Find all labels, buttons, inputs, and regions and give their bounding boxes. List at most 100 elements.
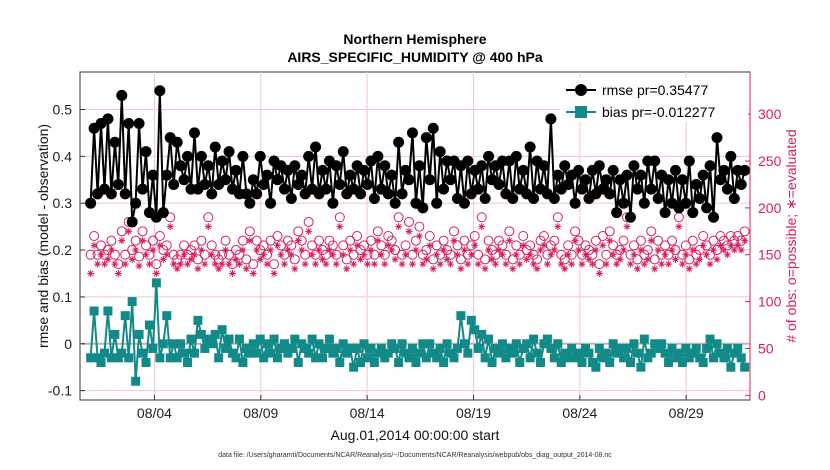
obs-possible-point bbox=[532, 254, 543, 265]
bias-point bbox=[266, 348, 276, 358]
rmse-point bbox=[265, 197, 277, 209]
obs-evaluated-point bbox=[384, 241, 392, 249]
rmse-point bbox=[389, 197, 401, 209]
rmse-point bbox=[645, 183, 657, 195]
obs-possible-point bbox=[448, 226, 459, 237]
obs-evaluated-point bbox=[256, 255, 264, 263]
obs-evaluated-point bbox=[447, 260, 455, 268]
obs-possible-point bbox=[345, 235, 356, 246]
obs-evaluated-point bbox=[336, 223, 344, 231]
rmse-point bbox=[559, 160, 571, 172]
bias-point bbox=[532, 348, 542, 358]
obs-possible-point bbox=[269, 259, 280, 270]
obs-evaluated-point bbox=[291, 265, 299, 273]
rmse-point bbox=[310, 141, 322, 153]
rmse-point bbox=[479, 193, 491, 205]
obs-evaluated-point bbox=[322, 260, 330, 268]
rmse-point bbox=[130, 197, 142, 209]
obs-possible-point bbox=[85, 249, 96, 260]
bias-point bbox=[141, 358, 151, 368]
bias-point bbox=[338, 339, 348, 349]
obs-evaluated-point bbox=[277, 251, 285, 259]
rmse-point bbox=[296, 169, 308, 181]
rmse-point bbox=[524, 141, 536, 153]
bias-point bbox=[567, 343, 577, 353]
rmse-point bbox=[386, 169, 398, 181]
obs-possible-point bbox=[632, 254, 643, 265]
obs-evaluated-point bbox=[616, 255, 624, 263]
bias-point bbox=[484, 334, 494, 344]
bias-point bbox=[238, 358, 248, 368]
obs-evaluated-point bbox=[218, 260, 226, 268]
x-tick-label: 08/19 bbox=[456, 405, 491, 421]
rmse-point bbox=[368, 193, 380, 205]
bias-point bbox=[349, 362, 359, 372]
bias-point bbox=[290, 334, 300, 344]
bias-point bbox=[397, 339, 407, 349]
rmse-point bbox=[604, 188, 616, 200]
obs-evaluated-point bbox=[415, 232, 423, 240]
obs-possible-point bbox=[275, 240, 286, 251]
obs-evaluated-point bbox=[249, 269, 257, 277]
bias-point bbox=[608, 339, 618, 349]
bias-point bbox=[487, 358, 497, 368]
rmse-point bbox=[330, 160, 342, 172]
bias-point bbox=[705, 334, 715, 344]
bias-point bbox=[169, 339, 179, 349]
obs-evaluated-point bbox=[350, 260, 358, 268]
rmse-point bbox=[417, 202, 429, 214]
obs-evaluated-point bbox=[467, 251, 475, 259]
rmse-point bbox=[462, 155, 474, 167]
rmse-point bbox=[569, 197, 581, 209]
rmse-point bbox=[254, 150, 266, 162]
bias-point bbox=[331, 343, 341, 353]
obs-possible-point bbox=[473, 249, 484, 260]
bias-point bbox=[432, 353, 442, 363]
legend-bias-label: bias pr=-0.012277 bbox=[602, 104, 715, 120]
bias-point bbox=[622, 343, 632, 353]
obs-evaluated-point bbox=[222, 246, 230, 254]
obs-possible-point bbox=[109, 249, 120, 260]
bias-point bbox=[259, 353, 269, 363]
obs-possible-point bbox=[404, 216, 415, 227]
obs-possible-point bbox=[296, 235, 307, 246]
obs-possible-point bbox=[538, 231, 549, 241]
rmse-point bbox=[216, 155, 228, 167]
bias-point bbox=[328, 348, 338, 358]
rmse-point bbox=[472, 183, 484, 195]
rmse-point bbox=[427, 122, 439, 134]
obs-evaluated-point bbox=[498, 251, 506, 259]
obs-evaluated-point bbox=[689, 246, 697, 254]
bias-point bbox=[598, 353, 608, 363]
rmse-point bbox=[701, 202, 713, 214]
rmse-point bbox=[237, 150, 249, 162]
rmse-point bbox=[528, 193, 540, 205]
obs-evaluated-point bbox=[388, 246, 396, 254]
bias-point bbox=[345, 343, 355, 353]
rmse-point bbox=[220, 174, 232, 186]
rmse-point bbox=[147, 169, 159, 181]
bias-point bbox=[300, 343, 310, 353]
rmse-point bbox=[628, 160, 640, 172]
obs-possible-point bbox=[386, 235, 397, 246]
obs-evaluated-point bbox=[357, 255, 365, 263]
bias-point bbox=[127, 297, 137, 307]
bias-point bbox=[522, 339, 532, 349]
bias-point bbox=[477, 329, 487, 339]
obs-evaluated-point bbox=[533, 265, 541, 273]
obs-possible-point bbox=[525, 240, 536, 251]
rmse-point bbox=[316, 164, 328, 176]
bias-point bbox=[120, 311, 130, 321]
rmse-point bbox=[510, 150, 522, 162]
obs-evaluated-point bbox=[592, 246, 600, 254]
obs-possible-point bbox=[684, 254, 695, 265]
bias-point bbox=[480, 353, 490, 363]
bias-point bbox=[674, 348, 684, 358]
bias-point bbox=[317, 353, 327, 363]
bias-point bbox=[702, 343, 712, 353]
obs-evaluated-point bbox=[703, 251, 711, 259]
rmse-point bbox=[725, 150, 737, 162]
legend-bias-marker bbox=[575, 106, 587, 118]
rmse-point bbox=[109, 136, 121, 148]
rmse-point bbox=[382, 188, 394, 200]
